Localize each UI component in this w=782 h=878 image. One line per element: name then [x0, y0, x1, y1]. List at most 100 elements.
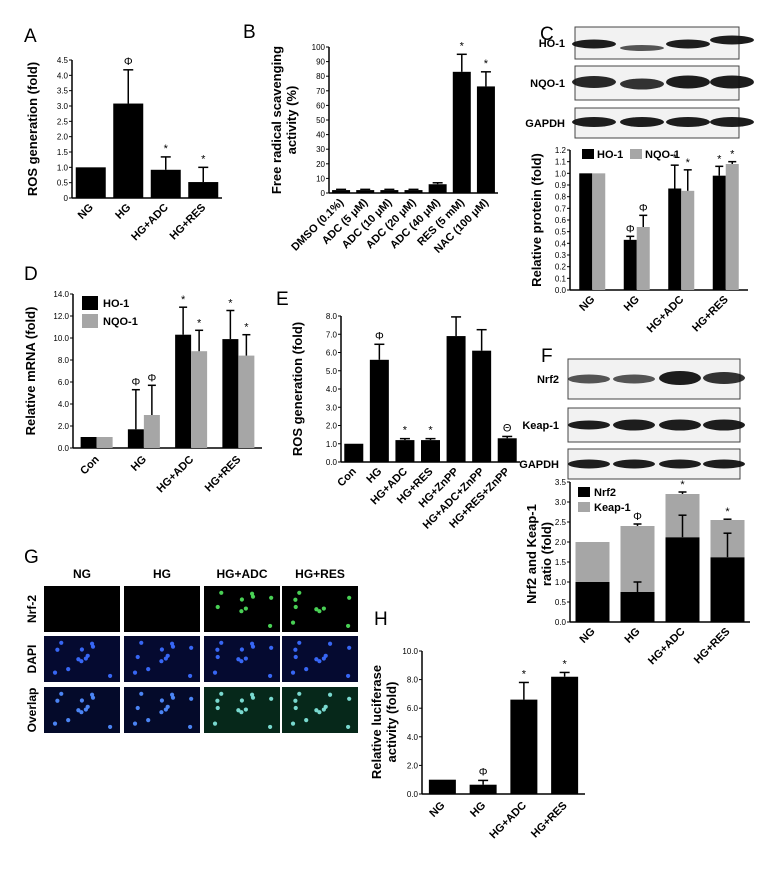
- micrograph-nucleus: [346, 724, 351, 730]
- panel-d-category-label: Con: [78, 453, 102, 477]
- panel-c-ytick-label: 1.1: [555, 158, 567, 167]
- blot-label: NQO-1: [530, 78, 565, 90]
- micrograph-nucleus: [76, 657, 81, 662]
- panel-f-category-label: HG+RES: [692, 626, 733, 667]
- panel-g-micrographs: NG HG HG+ADC HG+RES Nrf-2 DAPI Overlap: [25, 567, 358, 733]
- panel-b-bar: [476, 86, 495, 193]
- panel-c-category-label: HG+RES: [690, 294, 731, 335]
- micrograph-nucleus: [79, 710, 84, 715]
- micrograph-nucleus: [55, 698, 60, 703]
- panel-h-ytick-label: 2.0: [407, 761, 419, 770]
- micrograph-nucleus: [290, 721, 296, 726]
- blot-band: [613, 419, 655, 431]
- panel-c-ytick-label: 0.3: [555, 251, 567, 260]
- panel-b-ytick-label: 70: [316, 87, 325, 96]
- panel-a-significance-mark: Φ: [124, 56, 133, 68]
- panel-c-ytick-label: 0.9: [555, 181, 567, 190]
- micrograph-nucleus: [314, 708, 319, 713]
- micrograph-nucleus: [293, 654, 298, 660]
- panel-d-bar-ho-1: [222, 339, 239, 448]
- panel-a-ytick-label: 4.5: [57, 56, 69, 65]
- panel-d-ytick-label: 2.0: [58, 422, 70, 431]
- micrograph-nucleus: [83, 656, 88, 661]
- blot-band: [703, 419, 745, 431]
- panel-d-ylabel: Relative mRNA (fold): [23, 307, 38, 436]
- panel-e-significance-mark: Θ: [503, 422, 512, 434]
- panel-f-bar-nrf2: [665, 537, 700, 622]
- blot-label: GAPDH: [525, 118, 565, 130]
- micrograph-nucleus: [59, 691, 64, 696]
- panel-b-bar: [380, 190, 399, 193]
- micrograph-nucleus: [239, 609, 244, 614]
- panel-b-ytick-label: 50: [316, 116, 325, 125]
- blot-label: Nrf2: [537, 374, 559, 386]
- panel-h-bar: [510, 699, 538, 794]
- panel-d-bar-nqo-1: [191, 351, 208, 448]
- micrograph-tile: [44, 586, 120, 632]
- micrograph-nucleus: [268, 623, 273, 629]
- panel-e-significance-mark: *: [403, 425, 408, 437]
- panel-f-ytick-label: 1.5: [555, 558, 567, 567]
- panel-b-ytick-label: 40: [316, 131, 325, 140]
- micrograph-nucleus: [243, 606, 248, 611]
- micrograph-nucleus: [135, 705, 140, 711]
- legend-label: NQO-1: [645, 149, 680, 161]
- panel-b-ytick-label: 20: [316, 160, 325, 169]
- legend-swatch: [82, 296, 98, 310]
- micrograph-nucleus: [239, 647, 245, 652]
- legend-label: NQO-1: [103, 316, 138, 328]
- micrograph-nucleus: [188, 724, 193, 730]
- panel-d-bar-ho-1: [175, 334, 192, 448]
- blot-band: [620, 78, 664, 90]
- micrograph-nucleus: [236, 708, 241, 713]
- micrograph-nucleus: [52, 721, 58, 726]
- panel-b-ylabel: Free radical scavengingactivity (%): [269, 46, 299, 194]
- panel-d-category-label: HG+ADC: [155, 454, 197, 496]
- panel-d-bar-ho-1: [80, 437, 97, 448]
- panel-h-category-label: HG: [468, 800, 488, 820]
- micrograph-nucleus: [76, 708, 81, 713]
- micrograph-nucleus: [159, 710, 164, 715]
- micrograph-nucleus: [293, 698, 298, 703]
- legend-swatch: [578, 487, 590, 497]
- panel-letter-h: H: [374, 609, 388, 630]
- panel-h-bar: [551, 676, 579, 794]
- panel-a-ytick-label: 4.0: [57, 71, 69, 80]
- micrograph-nucleus: [66, 718, 71, 723]
- micrograph-nucleus: [243, 656, 248, 661]
- blot-label: GAPDH: [519, 459, 559, 471]
- panel-f-ylabel: Nrf2 and Keap-1ratio (fold): [524, 504, 554, 604]
- micrograph-nucleus: [79, 698, 85, 703]
- blot-band: [568, 459, 610, 469]
- panel-c-significance-mark: *: [673, 152, 678, 164]
- micrograph-row-label: Nrf-2: [25, 595, 39, 623]
- micrograph-nucleus: [346, 673, 351, 679]
- panel-f-bar-keap-1: [575, 542, 610, 582]
- micrograph-nucleus: [239, 659, 244, 664]
- panel-h-category-label: NG: [427, 800, 447, 820]
- panel-h-ytick-label: 0.0: [407, 790, 419, 799]
- micrograph-nucleus: [297, 590, 302, 595]
- panel-b-bar: [356, 190, 375, 193]
- micrograph-nucleus: [250, 644, 256, 649]
- panel-d-ytick-label: 14.0: [53, 290, 69, 299]
- panel-c-chart: 0.0 0.1 0.2 0.3 0.4 0.5 0.6 0.7 0.8 0.9 1.0 1.1 1.2 Φ…: [529, 146, 748, 335]
- micrograph-nucleus: [269, 645, 274, 650]
- micrograph-nucleus: [66, 667, 71, 672]
- micrograph-nucleus: [189, 696, 194, 701]
- panel-f-ytick-label: 3.5: [555, 478, 567, 487]
- panel-f-category-label: HG: [622, 626, 642, 646]
- micrograph-nucleus: [304, 667, 309, 672]
- panel-d-significance-mark: *: [244, 322, 249, 334]
- blot-band: [659, 419, 701, 431]
- panel-c-significance-mark: *: [686, 157, 691, 169]
- panel-a-category-label: HG+ADC: [129, 202, 171, 244]
- panel-f-category-label: NG: [577, 626, 597, 646]
- micrograph-nucleus: [347, 595, 352, 600]
- micrograph-nucleus: [132, 670, 138, 675]
- panel-c-bar-ho-1: [579, 173, 593, 290]
- panel-h-category-label: HG+ADC: [487, 800, 529, 842]
- panel-a-bar: [150, 169, 181, 198]
- panel-c-significance-mark: *: [730, 149, 735, 161]
